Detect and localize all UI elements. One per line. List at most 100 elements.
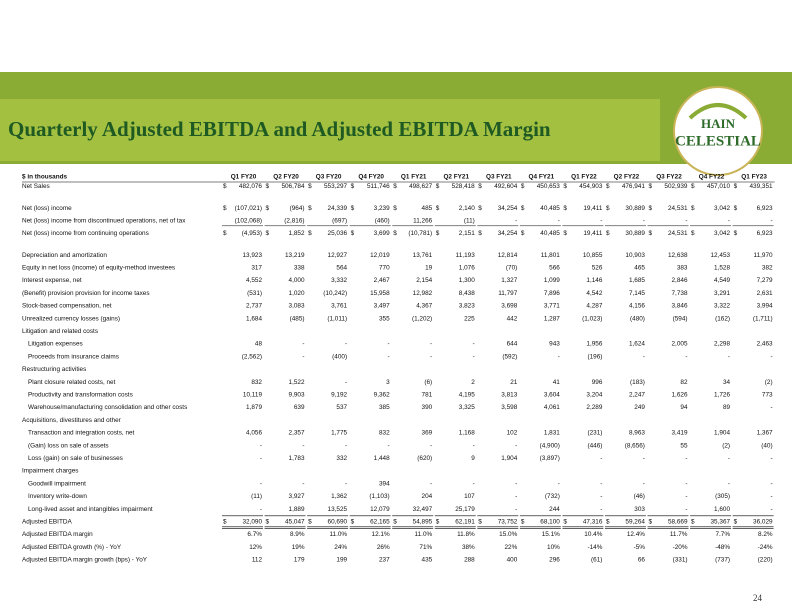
cell: 12,079	[370, 506, 390, 513]
dollar-sign: $	[691, 183, 695, 190]
cell: (10,242)	[323, 290, 347, 297]
cell: 3,325	[459, 404, 475, 411]
cell: 11.0%	[415, 531, 433, 538]
cell: -	[302, 341, 304, 348]
cell: 1,624	[629, 341, 645, 348]
cell: 73,752	[498, 518, 518, 525]
row-label: Interest expense, net	[22, 277, 82, 284]
cell: 36,029	[753, 518, 773, 525]
cell: (40)	[761, 442, 772, 449]
cell: 2,005	[672, 341, 688, 348]
cell: 15,958	[370, 290, 390, 297]
cell: 8.9%	[290, 531, 305, 538]
column-header: Q2 FY20	[273, 174, 299, 181]
cell: 47,316	[583, 518, 603, 525]
cell: 528,418	[452, 183, 476, 190]
cell: (1,711)	[753, 315, 773, 322]
dollar-sign: $	[393, 205, 397, 212]
cell: 13,923	[242, 252, 262, 259]
cell: 11.0%	[329, 531, 347, 538]
cell: -	[302, 353, 304, 360]
cell: 537	[336, 404, 347, 411]
cell: 48	[255, 341, 263, 348]
cell: 385	[379, 404, 390, 411]
cell: 1,146	[586, 277, 602, 284]
cell: (61)	[591, 557, 602, 564]
cell: -48%	[715, 544, 730, 551]
dollar-sign: $	[649, 230, 653, 237]
cell: 3,994	[757, 303, 773, 310]
cell: 338	[294, 264, 305, 271]
cell: 7.7%	[715, 531, 730, 538]
row-label: Litigation expenses	[28, 341, 83, 348]
cell: 71%	[419, 544, 432, 551]
cell: -	[643, 455, 645, 462]
cell: 1,775	[331, 430, 347, 437]
cell: 439,351	[749, 183, 773, 190]
cell: -	[558, 480, 560, 487]
column-header: Q4 FY20	[358, 174, 384, 181]
cell: (620)	[417, 455, 432, 462]
cell: (46)	[634, 493, 645, 500]
cell: 502,939	[664, 183, 688, 190]
cell: 1,879	[246, 404, 262, 411]
dollar-sign: $	[393, 230, 397, 237]
cell: 9,903	[289, 391, 305, 398]
cell: -	[600, 493, 602, 500]
cell: 11,193	[456, 252, 476, 259]
cell: -	[685, 455, 687, 462]
cell: 10,903	[625, 252, 645, 259]
cell: 1,956	[586, 341, 602, 348]
column-header: Q4 FY21	[529, 174, 555, 181]
cell: 11,797	[498, 290, 518, 297]
cell: 1,168	[459, 430, 475, 437]
cell: 12,927	[328, 252, 348, 259]
cell: 13,219	[285, 252, 305, 259]
cell: 1,300	[459, 277, 475, 284]
cell: -	[515, 493, 517, 500]
cell: -	[770, 493, 772, 500]
cell: (2,816)	[284, 218, 304, 225]
cell: -	[473, 442, 475, 449]
cell: (732)	[545, 493, 560, 500]
cell: -5%	[634, 544, 646, 551]
cell: 3,846	[672, 303, 688, 310]
cell: -	[770, 480, 772, 487]
cell: -24%	[758, 544, 773, 551]
cell: 66	[638, 557, 646, 564]
cell: 19%	[292, 544, 305, 551]
cell: 781	[422, 391, 433, 398]
cell: 566	[549, 264, 560, 271]
cell: 3,042	[714, 230, 730, 237]
cell: (4,953)	[242, 230, 262, 237]
cell: 1,684	[246, 315, 262, 322]
cell: -	[770, 353, 772, 360]
cell: 3,419	[672, 430, 688, 437]
cell: 19,411	[583, 205, 603, 212]
dollar-sign: $	[563, 230, 567, 237]
cell: -	[685, 353, 687, 360]
cell: -	[345, 480, 347, 487]
cell: (231)	[587, 430, 602, 437]
cell: 2,289	[586, 404, 602, 411]
cell: 9,192	[331, 391, 347, 398]
cell: 1,783	[289, 455, 305, 462]
row-label: Long-lived asset and intangibles impairm…	[28, 506, 153, 513]
cell: 832	[379, 430, 390, 437]
column-header: Q1 FY21	[401, 174, 427, 181]
cell: 34,254	[498, 230, 518, 237]
cell: 1,904	[501, 455, 517, 462]
cell: 62,165	[370, 518, 390, 525]
dollar-sign: $	[521, 518, 525, 525]
cell: 1,522	[289, 379, 305, 386]
cell: 12,019	[370, 252, 390, 259]
cell: 3,598	[501, 404, 517, 411]
cell: 25,036	[328, 230, 348, 237]
row-label: Goodwill impairment	[28, 480, 86, 487]
column-header: Q3 FY22	[656, 174, 682, 181]
row-label: Adjusted EBITDA margin	[22, 531, 93, 538]
cell: -20%	[673, 544, 688, 551]
cell: (531)	[247, 290, 262, 297]
cell: -	[345, 341, 347, 348]
cell: -	[430, 353, 432, 360]
